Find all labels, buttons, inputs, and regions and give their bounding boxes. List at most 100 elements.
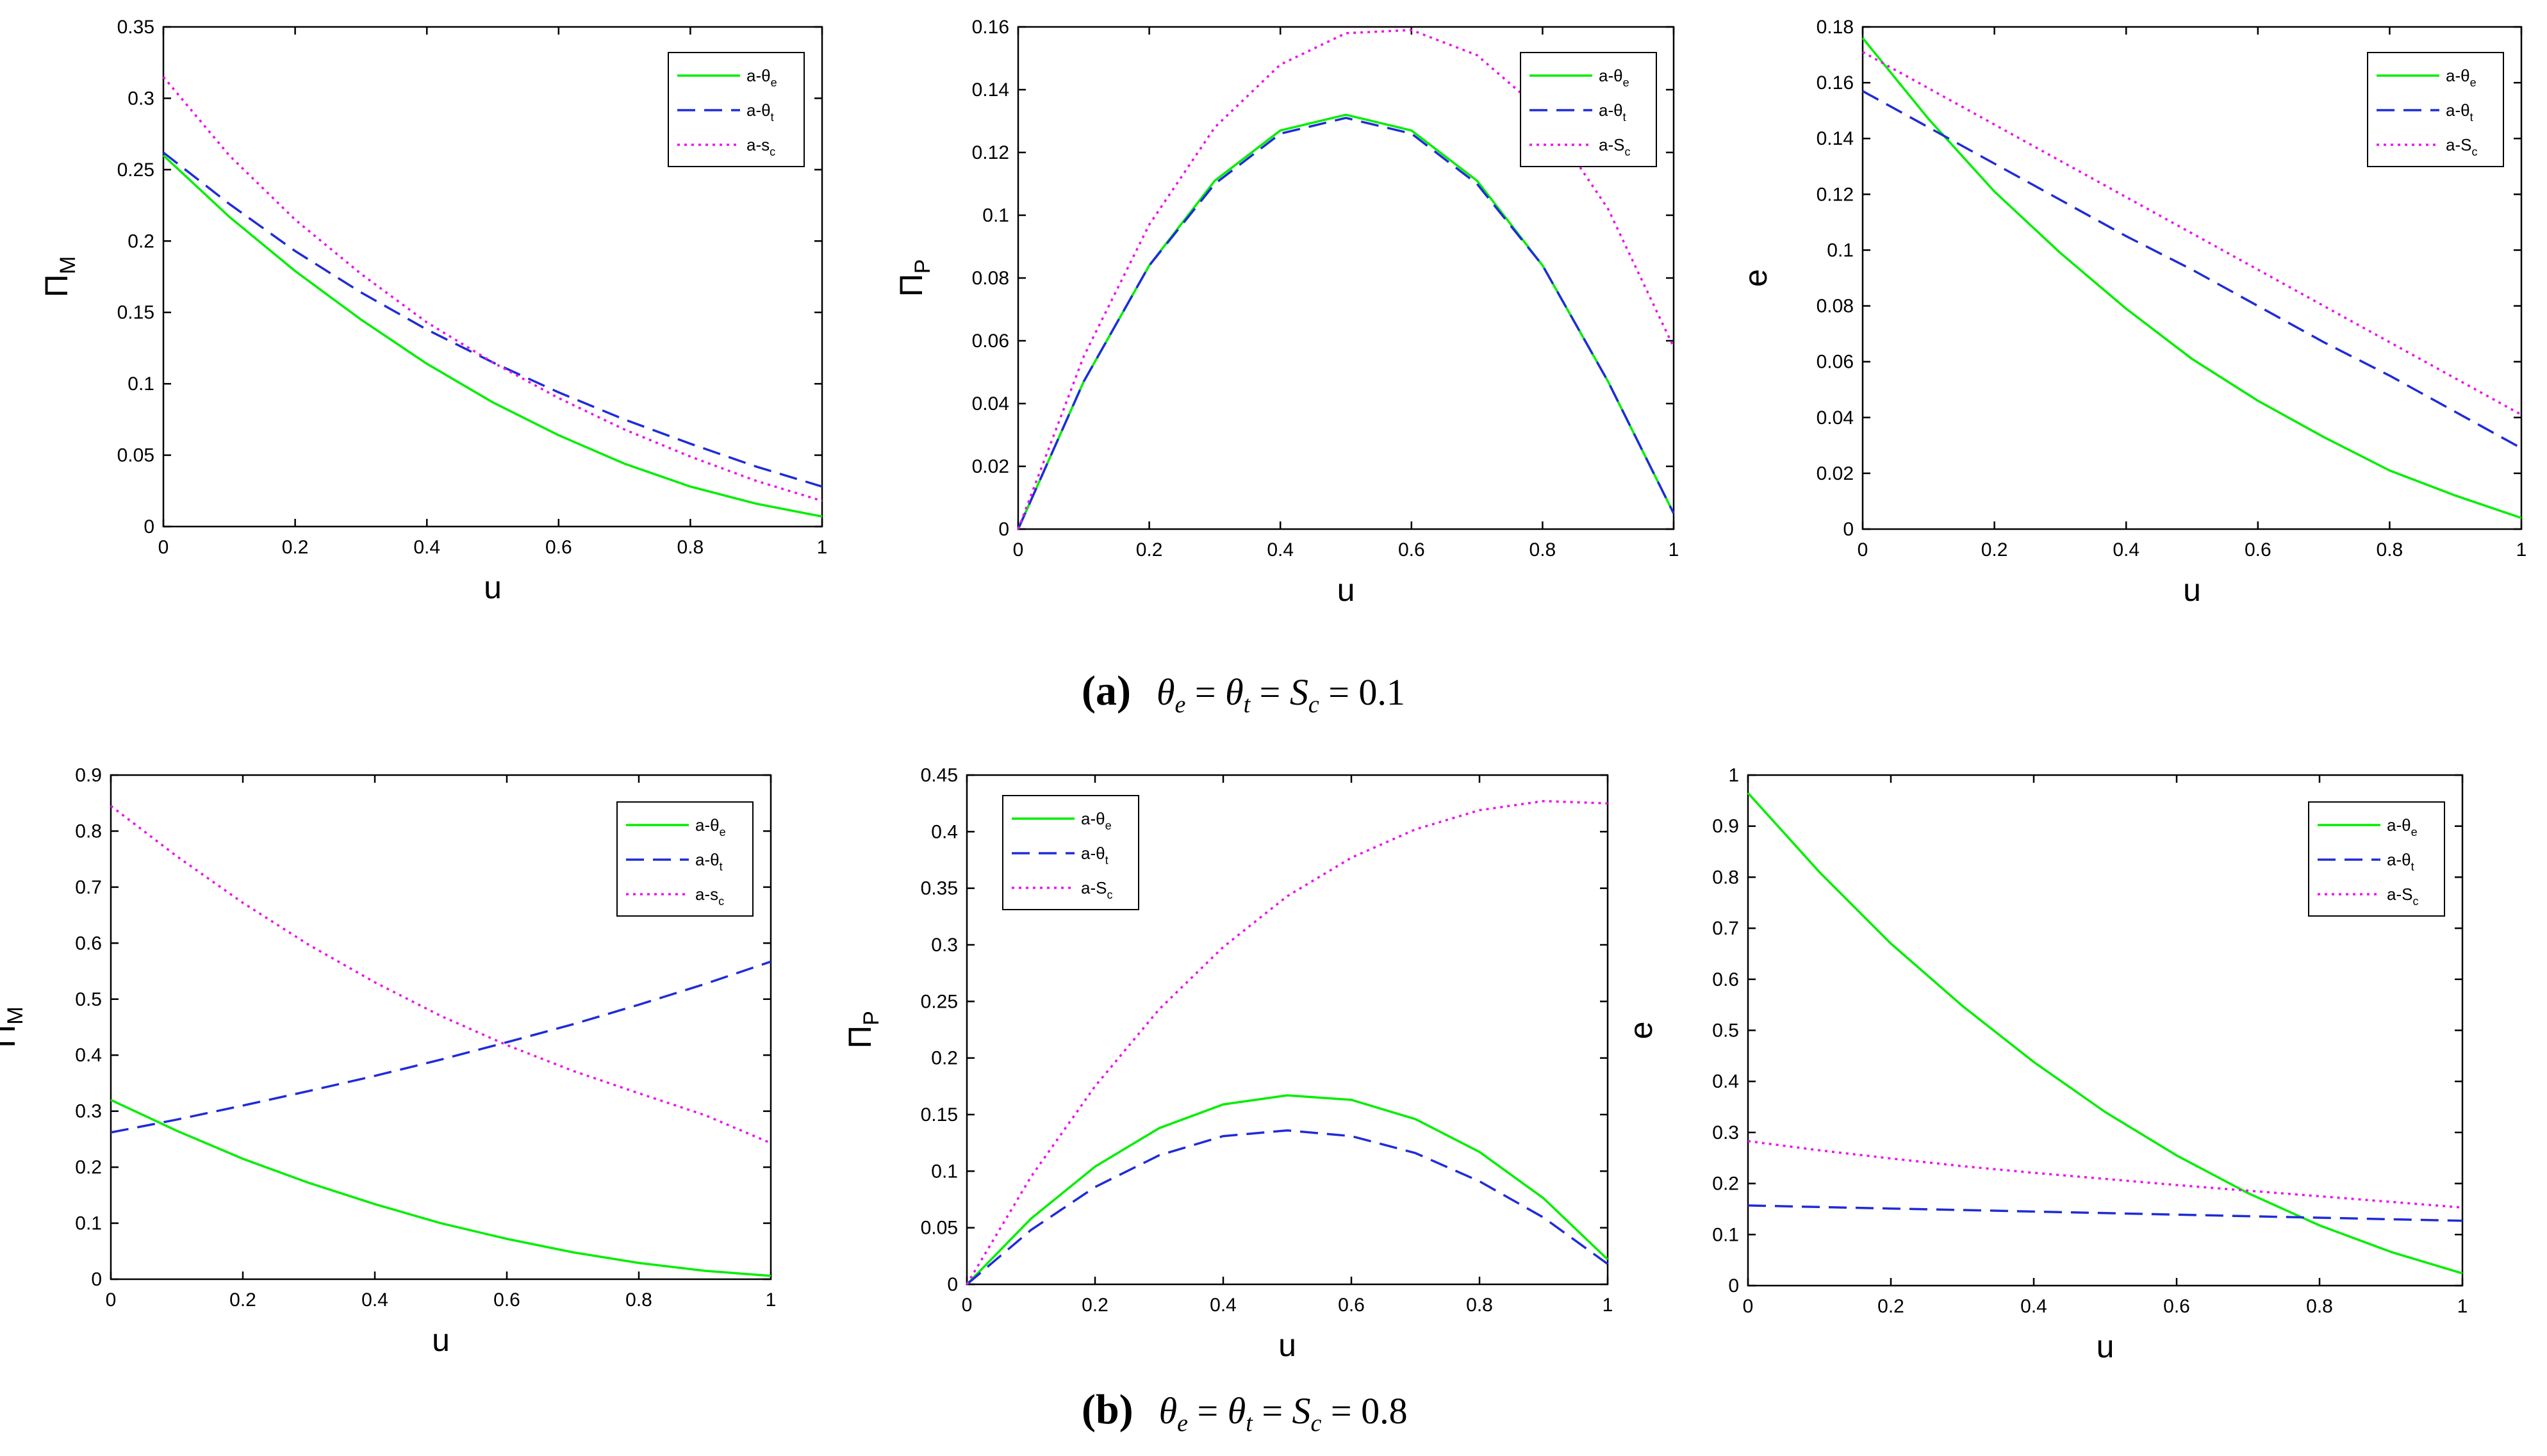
x-axis-label: u [484,569,502,605]
y-tick-label: 0.18 [1817,17,1854,38]
legend-entry-label: a-θe [1599,66,1629,89]
y-axis-label-sub: M [3,1006,28,1024]
legend-entry-main: a-θ [2387,815,2411,835]
legend-entry-sub: e [720,826,726,838]
legend-entry-label: a-θt [2446,101,2473,124]
x-tick-label: 0.4 [413,537,440,558]
y-tick-label: 0.1 [1827,240,1854,261]
legend-entry-main: a-θ [1599,101,1623,120]
x-tick-label: 0.8 [2377,539,2403,560]
legend: a-θea-θta-sc [616,801,754,917]
y-tick-label: 0.12 [1817,184,1854,205]
series-line-magenta [1862,51,2522,416]
series-line-magenta [1747,1140,2463,1209]
chart-panel-b3: 0 0.2 0.4 0.6 0.8 1 0 0.1 0.2 0.3 0.4 0.5 0.6 0.7 0.8 0… [1623,765,2468,1364]
legend: a-θea-θta-Sc [1002,795,1139,910]
y-tick-label: 0.04 [1817,407,1854,429]
y-tick-label: 0.05 [117,445,154,466]
chart-panel-a3: 0 0.2 0.4 0.6 0.8 1 0 0.02 0.04 0.06 0.08 0.1 0.12 0.… [1738,17,2526,608]
x-tick-label: 0 [1013,539,1024,560]
legend-entry-main: a-θ [2446,101,2470,120]
x-tick-label: 1 [766,1289,777,1311]
caption-a-sub-t: t [1244,691,1251,718]
x-tick-label: 1 [817,537,828,558]
y-axis-label: e [1738,269,1774,287]
legend-entry-label: a-Sc [2446,135,2477,158]
x-tick-label: 0.6 [545,537,572,558]
y-tick-label: 0.08 [972,268,1009,289]
chart-panel-a2: 0 0.2 0.4 0.6 0.8 1 0 0.02 0.04 0.06 0.08 0.1 0.12 0.… [893,17,1679,608]
x-axis-label: u [1337,572,1355,608]
x-tick-label: 0 [106,1289,117,1311]
x-tick-label: 0 [1743,1296,1754,1317]
legend-entry-sub: c [718,895,724,908]
x-tick-label: 0.8 [2306,1296,2333,1317]
y-tick-label: 0 [91,1269,102,1290]
y-axis-label-sub: P [911,259,935,274]
y-tick-label: 0.06 [972,331,1009,352]
y-tick-label: 0.3 [1712,1122,1739,1143]
legend-entry-main: a-θ [2446,66,2470,85]
legend-entry-sub: e [1623,76,1629,89]
x-tick-label: 1 [1603,1295,1613,1316]
x-tick-label: 1 [1669,539,1679,560]
legend-entry-label: a-θe [695,815,726,838]
caption-a-value: = 0.1 [1319,671,1405,713]
x-tick-label: 0.8 [1466,1295,1493,1316]
legend-entry-main: a-θ [1081,844,1105,863]
caption-b-eq2: = [1253,1390,1292,1432]
y-tick-label: 0.2 [75,1157,102,1178]
legend: a-θea-θta-Sc [2367,52,2504,167]
caption-a-eq1: = [1185,671,1225,713]
series-line-green [110,1099,771,1277]
y-tick-label: 0.1 [982,205,1009,226]
y-tick-label: 0.08 [1817,296,1854,317]
caption-a-sub-e: e [1175,691,1185,718]
legend-entry-sub: t [1623,111,1626,124]
y-tick-label: 0.2 [1712,1174,1739,1195]
y-tick-label: 0.15 [117,302,154,323]
x-tick-label: 0.6 [1398,539,1425,560]
y-tick-label: 0.25 [921,991,958,1012]
legend-entry-main: a-S [2387,885,2412,904]
x-tick-label: 0 [158,537,169,558]
caption-b-sub-c: c [1311,1410,1322,1437]
y-tick-label: 0 [947,1274,958,1295]
legend: a-θea-θta-sc [668,52,805,167]
x-tick-label: 0.4 [1267,539,1294,560]
legend-entry-sub: e [1105,819,1112,832]
y-axis-label: ΠM [0,1006,28,1047]
series-line-blue [1862,90,2522,450]
y-axis-label: ΠP [893,259,935,297]
y-axis-label: ΠP [842,1011,884,1049]
caption-b-theta-t: θ [1228,1390,1246,1432]
x-tick-label: 0.4 [1210,1295,1237,1316]
legend-entry-sub: c [770,145,775,158]
legend-entry-sub: c [1624,145,1630,158]
x-tick-label: 0.8 [1529,539,1556,560]
y-tick-label: 0.7 [75,877,102,898]
caption-b-s: S [1292,1390,1311,1432]
y-tick-label: 0.14 [972,79,1009,101]
legend-entry-sub: t [720,860,723,873]
x-tick-label: 0.6 [1338,1295,1365,1316]
series-line-blue [1017,117,1675,530]
x-axis-label: u [2097,1329,2114,1364]
y-tick-label: 0.9 [1712,816,1739,837]
legend-entry-main: a-θ [746,101,771,120]
x-tick-label: 0.6 [2163,1296,2190,1317]
x-tick-label: 0.8 [625,1289,652,1311]
caption-a-sub-c: c [1308,691,1319,718]
x-tick-label: 0.2 [1082,1295,1109,1316]
caption-a-s: S [1290,671,1308,713]
caption-a-eq2: = [1250,671,1290,713]
series-line-green [162,154,823,518]
legend-entry-sub: e [771,76,777,89]
x-tick-label: 0.4 [2113,539,2139,560]
chart-panel-b1: 0 0.2 0.4 0.6 0.8 1 0 0.1 0.2 0.3 0.4 0.5 0.6 0.7 0.8 0… [0,765,776,1358]
legend-entry-main: a-θ [746,66,771,85]
x-tick-label: 0.8 [677,537,704,558]
y-axis-label-main: e [1738,269,1774,287]
legend-entry-label: a-θt [695,850,723,873]
legend-entry-label: a-θe [2387,815,2418,838]
